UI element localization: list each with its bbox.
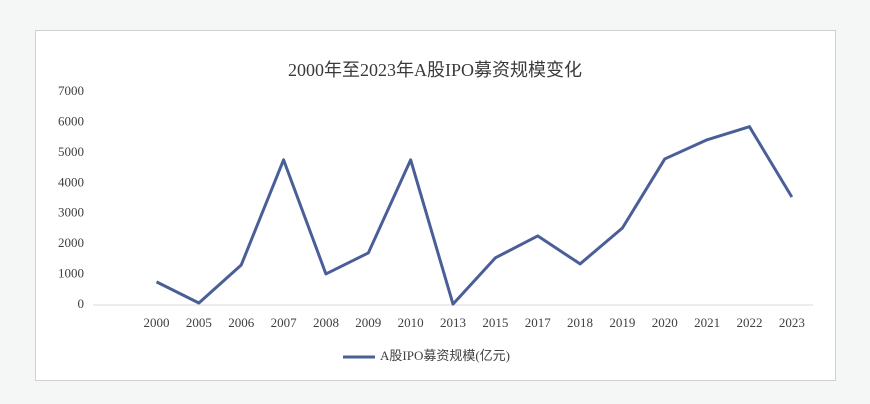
x-tick-label: 2018 bbox=[567, 315, 593, 330]
x-tick-label: 2005 bbox=[186, 315, 212, 330]
x-tick-label: 2020 bbox=[652, 315, 678, 330]
x-tick-label: 2022 bbox=[736, 315, 762, 330]
x-tick-label: 2007 bbox=[271, 315, 298, 330]
x-tick-label: 2013 bbox=[440, 315, 466, 330]
chart-area bbox=[35, 30, 836, 381]
x-tick-label: 2021 bbox=[694, 315, 720, 330]
y-tick-label: 4000 bbox=[58, 174, 84, 189]
y-tick-label: 6000 bbox=[58, 113, 84, 128]
chart-title: 2000年至2023年A股IPO募资规模变化 bbox=[288, 60, 582, 80]
x-tick-label: 2008 bbox=[313, 315, 339, 330]
x-tick-label: 2019 bbox=[609, 315, 635, 330]
x-tick-label: 2015 bbox=[482, 315, 508, 330]
y-tick-label: 1000 bbox=[58, 266, 84, 281]
x-tick-label: 2009 bbox=[355, 315, 381, 330]
x-tick-label: 2017 bbox=[525, 315, 552, 330]
y-tick-label: 2000 bbox=[58, 235, 84, 250]
x-tick-label: 2000 bbox=[144, 315, 170, 330]
x-tick-label: 2010 bbox=[398, 315, 424, 330]
y-tick-label: 5000 bbox=[58, 144, 84, 159]
y-tick-label: 0 bbox=[78, 296, 85, 311]
y-tick-label: 7000 bbox=[58, 83, 84, 98]
line-series bbox=[155, 125, 794, 306]
x-tick-label: 2023 bbox=[779, 315, 805, 330]
legend-label: A股IPO募资规模(亿元) bbox=[380, 348, 510, 363]
x-tick-label: 2006 bbox=[228, 315, 255, 330]
y-tick-label: 3000 bbox=[58, 205, 84, 220]
